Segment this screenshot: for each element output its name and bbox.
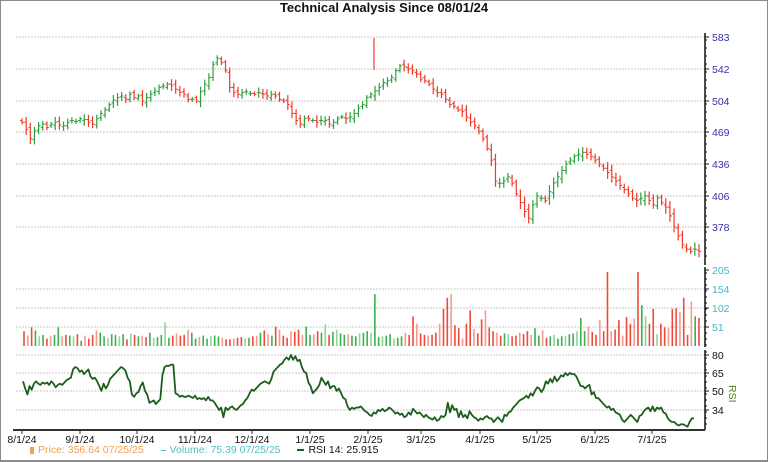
price-axis-label: 542	[712, 64, 730, 76]
price-axis-label: 378	[712, 222, 730, 234]
chart-title: Technical Analysis Since 08/01/24	[279, 0, 489, 15]
price-axis-label: 504	[712, 96, 730, 108]
price-axis-label: 469	[712, 127, 730, 139]
legend-rsi-label: RSI 14: 25.915	[308, 444, 379, 456]
x-axis-label: 4/1/25	[465, 434, 494, 446]
legend-volume-label: Volume: 75.39 07/25/25	[169, 444, 281, 456]
x-axis-label: 1/1/25	[295, 434, 324, 446]
x-axis-label: 6/1/25	[580, 434, 609, 446]
x-axis-label: 10/1/24	[119, 434, 154, 446]
x-axis-label: 5/1/25	[522, 434, 551, 446]
rsi-axis-title: RSI	[726, 385, 738, 403]
rsi-swatch-icon	[297, 449, 305, 452]
volume-axis-label: 102	[712, 303, 730, 315]
x-axis-label: 3/1/25	[406, 434, 435, 446]
rsi-axis-label: 80	[712, 350, 724, 362]
volume-axis-label: 205	[712, 265, 730, 277]
x-axis-label: 8/1/24	[7, 434, 36, 446]
legend-price: Price: 356.64 07/25/25	[30, 444, 151, 456]
rsi-axis-label: 50	[712, 386, 724, 398]
price-axis-label: 583	[712, 32, 730, 44]
price-axis-label: 436	[712, 159, 730, 171]
volume-axis-label: 154	[712, 284, 730, 296]
x-axis-label: 2/1/25	[353, 434, 382, 446]
price-axis-label: 406	[712, 191, 730, 203]
legend-volume: Volume: 75.39 07/25/25	[160, 444, 288, 456]
x-axis-label: 9/1/24	[65, 434, 94, 446]
x-axis-label: 7/1/25	[637, 434, 666, 446]
x-axis-label: 12/1/24	[234, 434, 269, 446]
legend: Price: 356.64 07/25/25 Volume: 75.39 07/…	[30, 444, 387, 456]
price-swatch-icon	[30, 446, 34, 454]
volume-swatch-icon	[160, 449, 166, 451]
legend-rsi: RSI 14: 25.915	[297, 444, 382, 456]
rsi-line	[22, 354, 694, 428]
rsi-axis-label: 65	[712, 368, 724, 380]
volume-axis-label: 51	[712, 322, 724, 334]
legend-price-label: Price: 356.64 07/25/25	[38, 444, 144, 456]
x-axis-label: 11/1/24	[178, 434, 212, 446]
rsi-axis-label: 34	[712, 405, 724, 417]
